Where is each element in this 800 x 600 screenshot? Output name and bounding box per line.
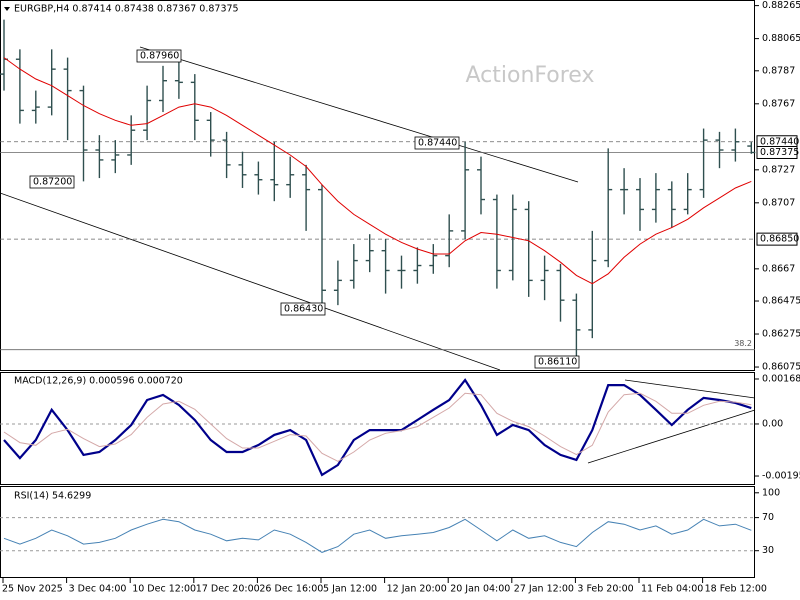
y-tick-label: 0.88065 [762,33,800,44]
x-tick-label: 17 Dec 20:00 [196,584,260,595]
y-tick-label: 0.86475 [762,296,800,307]
x-tick-label: 3 Feb 20:00 [577,584,633,595]
price-tag: 0.87375 [760,147,799,158]
x-tick-label: 12 Jan 20:00 [387,584,447,595]
annotation-box [136,49,182,63]
watermark: ActionForex [466,63,595,88]
channel-line [0,192,501,371]
y-tick-label: 0.001688 [762,373,800,384]
y-tick-label: 70 [762,512,774,523]
annotation: 0.87440 [418,138,457,149]
y-tick-label: 0.8787 [762,65,795,76]
annotation-box [280,302,326,316]
x-tick-label: 26 Dec 16:00 [259,584,323,595]
price-tag-box [756,232,798,246]
x-tick-label: 5 Jan 12:00 [323,584,377,595]
panel-title: EURGBP,H4 0.87414 0.87438 0.87367 0.8737… [14,4,239,15]
y-tick-label: 100 [762,487,780,498]
channel-line [139,46,579,183]
annotation-box [534,355,580,369]
annotation: 0.87200 [33,177,72,188]
price-panel [0,0,755,371]
fib-label: 38.2 [734,339,752,348]
y-tick-label: 0.8727 [762,164,795,175]
x-tick-label: 27 Jan 12:00 [514,584,574,595]
rsi-panel [0,486,755,578]
x-tick-label: 11 Feb 04:00 [641,584,703,595]
x-tick-label: 10 Dec 12:00 [132,584,196,595]
x-tick-label: 25 Nov 2025 [2,584,63,595]
y-tick-label: 0.8667 [762,263,795,274]
panel-title: RSI(14) 54.6299 [14,491,91,502]
x-tick-label: 18 Feb 12:00 [705,584,767,595]
y-tick-label: 0.00 [762,418,783,429]
y-tick-label: 0.86275 [762,329,800,340]
rsi-line [3,518,752,553]
y-tick-label: -0.001953 [762,471,800,482]
price-tag: 0.87440 [760,136,799,147]
annotation-box [414,136,460,150]
x-tick-label: 20 Jan 04:00 [450,584,510,595]
price-tag-box [756,145,798,159]
y-tick-label: 30 [762,545,774,556]
macd-line [3,378,752,477]
moving-average [3,57,752,285]
y-tick-label: 0.8707 [762,197,795,208]
title-marker [4,7,10,11]
annotation-box [29,175,75,189]
annotation: 0.86430 [284,304,323,315]
annotation: 0.87960 [140,51,179,62]
x-tick-label: 3 Dec 04:00 [69,584,127,595]
triangle-line [624,379,756,399]
y-tick-label: 0.8767 [762,98,795,109]
annotation: 0.86110 [538,357,577,368]
y-tick-label: 0.88265 [762,0,800,11]
signal-line [3,392,752,462]
price-tag: 0.86850 [760,234,799,245]
triangle-line [587,409,756,464]
macd-panel [0,372,755,485]
y-tick-label: 0.86075 [762,362,800,373]
panel-title: MACD(12,26,9) 0.000596 0.000720 [14,376,183,387]
